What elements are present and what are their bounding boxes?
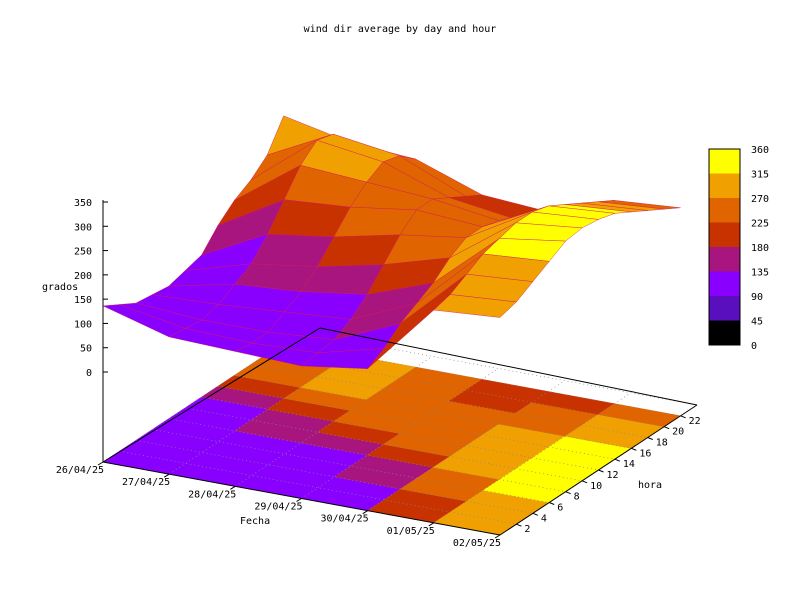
colorbar-segment xyxy=(709,198,740,223)
y-tick xyxy=(532,512,539,516)
back-axis-line xyxy=(319,327,698,406)
z-tick-label: 250 xyxy=(74,247,92,258)
y-tick xyxy=(647,437,653,440)
x-tick-label: 30/04/25 xyxy=(320,514,368,525)
x-tick-label: 26/04/25 xyxy=(56,465,104,476)
grid-line xyxy=(299,331,698,406)
y-tick-label: 12 xyxy=(607,470,619,481)
grid-line xyxy=(119,450,517,525)
y-tick-label: 10 xyxy=(590,481,602,492)
grid-line xyxy=(168,418,566,493)
y-axis-label: hora xyxy=(638,480,662,491)
y-tick xyxy=(581,480,588,484)
colorbar-segment xyxy=(709,296,740,321)
z-tick-label: 200 xyxy=(74,271,92,282)
y-tick xyxy=(614,458,621,462)
x-tick xyxy=(97,461,104,466)
colorbar-segment xyxy=(709,320,740,345)
y-tick xyxy=(598,469,604,473)
y-tick xyxy=(549,502,555,505)
x-tick xyxy=(163,473,170,478)
z-tick-label: 350 xyxy=(74,198,92,209)
x-tick-label: 02/05/25 xyxy=(453,538,501,549)
x-tick-label: 01/05/25 xyxy=(387,526,435,537)
colorbar-segment xyxy=(709,149,740,174)
grid-line xyxy=(201,396,599,471)
x-tick xyxy=(296,498,302,502)
colorbar-tick-label: 225 xyxy=(751,219,769,230)
z-tick-label: 50 xyxy=(80,344,92,355)
colorbar-tick-label: 135 xyxy=(751,268,769,279)
x-tick xyxy=(494,534,501,539)
surface-plot xyxy=(102,115,681,369)
x-tick xyxy=(428,522,435,527)
grid-line xyxy=(217,385,615,460)
x-tick-label: 29/04/25 xyxy=(254,502,302,513)
colorbar-tick-label: 45 xyxy=(751,317,763,328)
y-tick-label: 14 xyxy=(623,459,635,470)
colorbar-segment xyxy=(709,247,740,272)
grid-line xyxy=(283,342,681,417)
z-tick-label: 0 xyxy=(86,368,92,379)
colorbar-tick-label: 315 xyxy=(751,170,769,181)
grid-line xyxy=(234,374,632,449)
grid-line xyxy=(250,364,648,438)
x-tick xyxy=(362,510,368,515)
colorbar-tick-label: 0 xyxy=(751,341,757,352)
colorbar-frame xyxy=(708,148,741,346)
colorbar-segment xyxy=(709,173,740,198)
grid-line xyxy=(367,380,565,511)
x-tick-label: 28/04/25 xyxy=(188,489,236,500)
heatmap-projection xyxy=(102,331,698,536)
y-tick-label: 20 xyxy=(672,427,684,438)
colorbar-segment xyxy=(709,271,740,296)
back-axis-line xyxy=(102,327,321,463)
z-tick-label: 300 xyxy=(74,222,92,233)
colorbar-tick-label: 180 xyxy=(751,243,769,254)
colorbar-segment xyxy=(709,222,740,247)
grid-line xyxy=(235,356,433,487)
grid-line xyxy=(135,439,533,514)
grid-line xyxy=(185,407,583,482)
y-tick-label: 8 xyxy=(574,492,580,503)
y-tick-label: 22 xyxy=(689,416,701,427)
colorbar-tick-label: 270 xyxy=(751,194,769,205)
y-tick xyxy=(663,426,670,430)
z-tick-label: 150 xyxy=(74,295,92,306)
y-tick-label: 18 xyxy=(656,438,668,449)
y-tick-label: 4 xyxy=(541,513,547,524)
y-tick xyxy=(680,415,686,419)
y-tick-label: 2 xyxy=(524,524,530,535)
x-tick-label: 27/04/25 xyxy=(122,477,170,488)
colorbar-tick-label: 90 xyxy=(751,292,763,303)
y-tick-label: 6 xyxy=(557,503,563,514)
y-tick xyxy=(631,447,637,451)
axes: 0 50 100 150 200 250 300 350 26/04/25 27/04/25 28/… xyxy=(56,198,701,549)
colorbar-tick-label: 360 xyxy=(751,145,769,156)
grid-line xyxy=(301,368,499,499)
colorbar: 0 45 90 135 180 225 270 315 360 xyxy=(708,145,769,352)
grid-line xyxy=(267,353,665,428)
x-tick xyxy=(230,485,236,490)
y-tick xyxy=(516,523,522,527)
grid-line xyxy=(152,429,550,503)
surface-patch xyxy=(433,294,517,318)
chart-title: wind dir average by day and hour xyxy=(304,24,497,35)
z-axis-label: grados xyxy=(42,282,78,293)
y-tick xyxy=(565,491,571,495)
z-tick-label: 100 xyxy=(74,319,92,330)
y-tick-label: 16 xyxy=(639,448,651,459)
x-axis-label: Fecha xyxy=(240,516,270,527)
